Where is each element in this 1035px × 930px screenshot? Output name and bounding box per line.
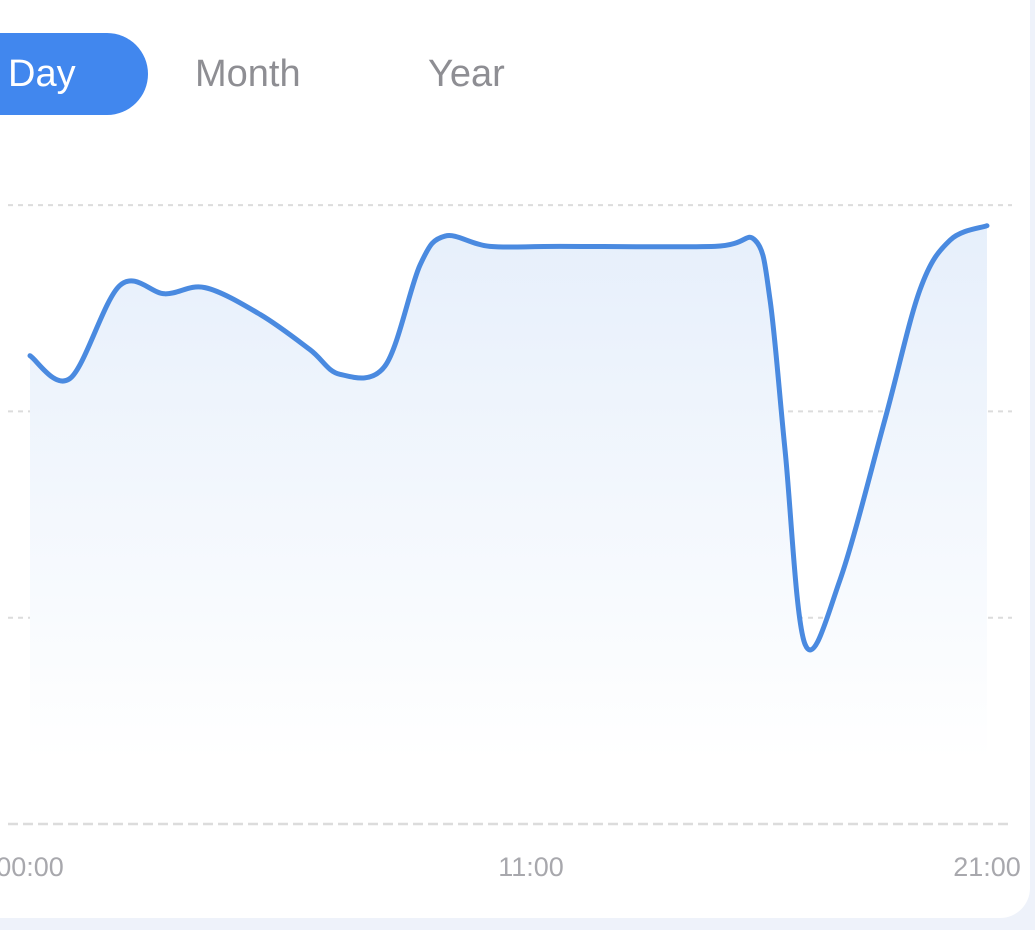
area-fill: [30, 225, 987, 761]
series-line: [27, 223, 990, 653]
x-tick-label: 00:00: [0, 852, 64, 882]
tab-year[interactable]: Year: [428, 52, 505, 95]
period-tabs: Day Month Year: [0, 33, 505, 115]
tab-month[interactable]: Month: [195, 52, 301, 95]
x-tick-label: 11:00: [498, 852, 564, 882]
x-tick-label: 21:00: [953, 852, 1021, 882]
tab-day[interactable]: Day: [0, 33, 148, 115]
